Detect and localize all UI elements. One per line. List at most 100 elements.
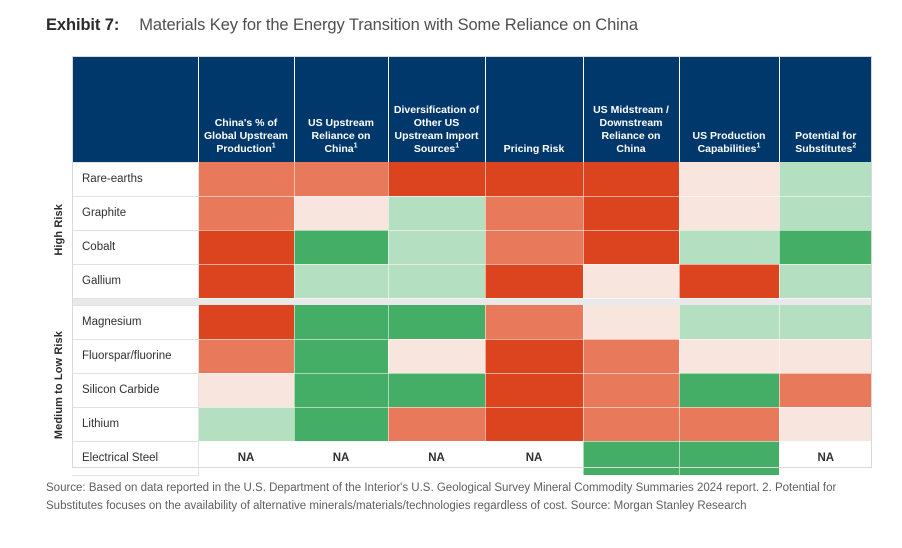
heatmap-cell bbox=[485, 162, 584, 197]
heatmap-cell bbox=[779, 407, 872, 442]
column-header-us-mid-down-reliance-china: US Midstream / Downstream Reliance on Ch… bbox=[583, 56, 680, 162]
heatmap-cell bbox=[388, 196, 486, 231]
table-row: Silicon Carbide bbox=[72, 372, 872, 408]
column-header-footnote-marker: 1 bbox=[271, 142, 276, 150]
table-header: China's % of Global Upstream Production1… bbox=[72, 56, 872, 162]
heatmap-cell bbox=[779, 305, 872, 340]
material-name-cell: Electrical Steel bbox=[72, 440, 199, 476]
heatmap-cell bbox=[294, 373, 389, 408]
table-row: Graphite bbox=[72, 195, 872, 231]
heatmap-cell bbox=[679, 230, 780, 265]
table-row: Rare-earths bbox=[72, 161, 872, 197]
column-header-text: US Upstream Reliance on China bbox=[308, 117, 374, 155]
risk-group-label-medium-low: Medium to Low Risk bbox=[46, 302, 72, 468]
column-header-diversification-other-us-upstream-import: Diversification of Other US Upstream Imp… bbox=[388, 56, 486, 162]
heatmap-cell bbox=[779, 264, 872, 299]
heatmap-cell bbox=[485, 196, 584, 231]
heatmap-cell bbox=[583, 373, 680, 408]
heatmap-cell bbox=[779, 196, 872, 231]
table-row: Fluorspar/fluorine bbox=[72, 338, 872, 374]
heatmap-cell bbox=[198, 264, 295, 299]
exhibit-title: Materials Key for the Energy Transition … bbox=[139, 16, 638, 34]
heatmap-cell bbox=[779, 230, 872, 265]
column-header-text: US Production Capabilities bbox=[692, 130, 766, 155]
heatmap-cell bbox=[485, 305, 584, 340]
column-header-china-pct-global-upstream: China's % of Global Upstream Production1 bbox=[198, 56, 295, 162]
column-header-text: China's % of Global Upstream Production bbox=[203, 117, 289, 155]
materials-heatmap-table: China's % of Global Upstream Production1… bbox=[72, 56, 872, 476]
heatmap-cell bbox=[679, 441, 780, 476]
material-name-cell: Rare-earths bbox=[72, 161, 199, 197]
heatmap-cell bbox=[583, 339, 680, 374]
column-header-text: Potential for Substitutes bbox=[795, 130, 857, 155]
exhibit-label: Exhibit 7: bbox=[46, 16, 120, 34]
heatmap-cell bbox=[485, 407, 584, 442]
heatmap-cell bbox=[388, 407, 486, 442]
risk-group-label-medium-low-text: Medium to Low Risk bbox=[53, 330, 65, 440]
heatmap-cell bbox=[583, 196, 680, 231]
column-header-us-production-capabilities: US Production Capabilities1 bbox=[679, 56, 780, 162]
heatmap-cell bbox=[485, 230, 584, 265]
heatmap-cell bbox=[583, 305, 680, 340]
heatmap-cell bbox=[294, 162, 389, 197]
column-header-us-upstream-reliance-china: US Upstream Reliance on China1 bbox=[294, 56, 389, 162]
heatmap-cell bbox=[679, 196, 780, 231]
column-header-footnote-marker: 1 bbox=[756, 142, 761, 150]
heatmap-cell bbox=[198, 196, 295, 231]
material-name-cell: Silicon Carbide bbox=[72, 372, 199, 408]
heatmap-cell: NA bbox=[198, 441, 295, 476]
heatmap-cell bbox=[294, 407, 389, 442]
material-name-cell: Gallium bbox=[72, 263, 199, 299]
heatmap-cell bbox=[679, 373, 780, 408]
material-name-cell: Cobalt bbox=[72, 229, 199, 265]
heatmap-cell bbox=[388, 305, 486, 340]
heatmap-cell bbox=[388, 162, 486, 197]
heatmap-cell bbox=[388, 264, 486, 299]
heatmap-cell bbox=[294, 305, 389, 340]
heatmap-cell: NA bbox=[388, 441, 486, 476]
header-corner bbox=[72, 56, 199, 162]
material-name-cell: Lithium bbox=[72, 406, 199, 442]
table-row: Magnesium bbox=[72, 304, 872, 340]
heatmap-cell bbox=[779, 339, 872, 374]
heatmap-cell bbox=[198, 407, 295, 442]
heatmap-cell bbox=[294, 196, 389, 231]
column-header-footnote-marker: 1 bbox=[353, 142, 358, 150]
heatmap-cell bbox=[294, 230, 389, 265]
risk-group-label-high: High Risk bbox=[46, 162, 72, 298]
column-header-text: Pricing Risk bbox=[503, 143, 565, 155]
heatmap-cell bbox=[198, 162, 295, 197]
heatmap-cell bbox=[485, 373, 584, 408]
heatmap-cell bbox=[485, 264, 584, 299]
table-row: Cobalt bbox=[72, 229, 872, 265]
heatmap-cell bbox=[388, 230, 486, 265]
column-header-potential-for-substitutes: Potential for Substitutes2 bbox=[779, 56, 872, 162]
risk-group-separator-cell bbox=[72, 298, 872, 305]
heatmap-cell bbox=[198, 339, 295, 374]
heatmap-cell bbox=[388, 339, 486, 374]
heatmap-cell bbox=[583, 407, 680, 442]
heatmap-cell bbox=[485, 339, 584, 374]
heatmap-cell bbox=[679, 407, 780, 442]
column-header-footnote-marker: 2 bbox=[852, 142, 857, 150]
heatmap-cell bbox=[779, 162, 872, 197]
risk-group-separator bbox=[72, 298, 872, 305]
heatmap-cell bbox=[679, 305, 780, 340]
heatmap-cell bbox=[294, 339, 389, 374]
heatmap-cell bbox=[583, 162, 680, 197]
table-header-row: China's % of Global Upstream Production1… bbox=[72, 56, 872, 162]
table-row: Lithium bbox=[72, 406, 872, 442]
heatmap-cell: NA bbox=[294, 441, 389, 476]
column-header-footnote-marker: 1 bbox=[455, 142, 460, 150]
heatmap-cell bbox=[198, 230, 295, 265]
heatmap-cell bbox=[679, 339, 780, 374]
exhibit-title-row: Exhibit 7: Materials Key for the Energy … bbox=[46, 16, 638, 35]
heatmap-cell: NA bbox=[485, 441, 584, 476]
material-name-cell: Magnesium bbox=[72, 304, 199, 340]
table-row: Electrical Steel NA NA NA NA NA bbox=[72, 440, 872, 476]
heatmap-cell bbox=[294, 264, 389, 299]
heatmap-cell bbox=[679, 264, 780, 299]
risk-group-label-high-text: High Risk bbox=[53, 204, 65, 256]
heatmap-cell bbox=[583, 441, 680, 476]
